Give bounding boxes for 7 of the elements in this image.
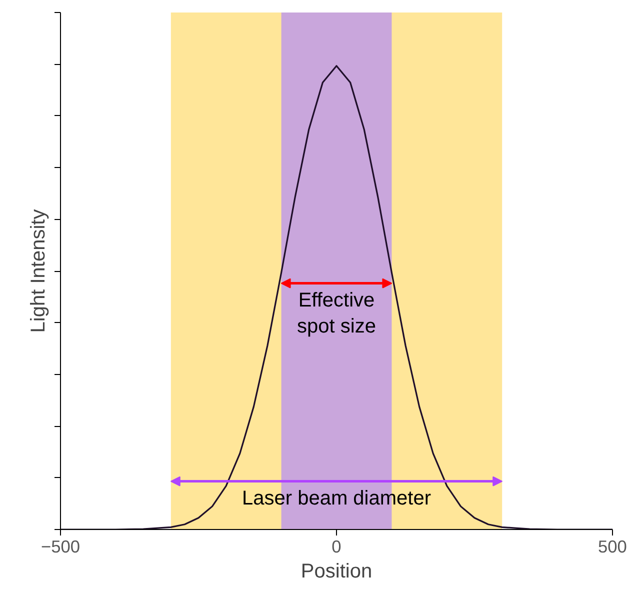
y-axis-title: Light Intensity (28, 209, 50, 333)
x-tick-label: 500 (598, 536, 627, 556)
band-label: Laser beam diameter (242, 487, 432, 510)
x-tick-label: 0 (332, 536, 342, 556)
x-axis-title: Position (300, 560, 372, 582)
band-label: Effective spot size (297, 289, 376, 338)
x-tick-label: −500 (40, 536, 80, 556)
